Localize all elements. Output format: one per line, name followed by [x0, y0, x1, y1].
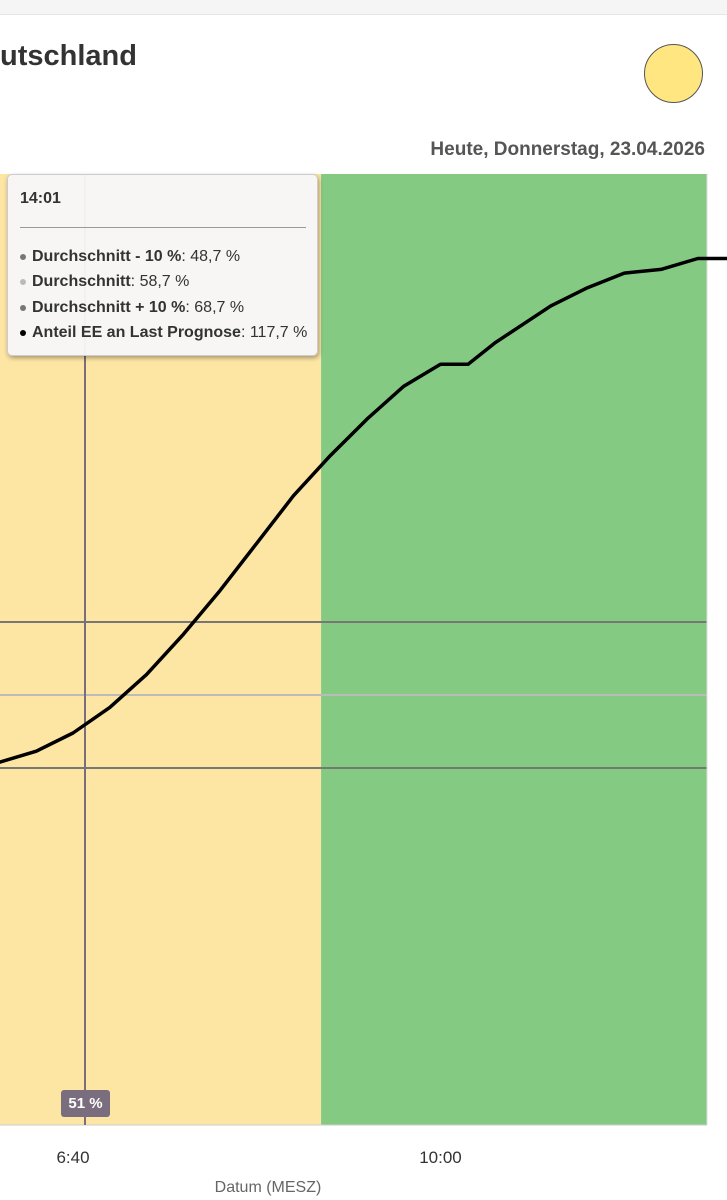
series-dot-icon	[20, 279, 26, 286]
tooltip-time: 14:01	[20, 190, 61, 207]
crosshair-value-badge: 51 %	[61, 1090, 110, 1117]
page-title: utschland	[0, 40, 137, 72]
top-rule	[0, 0, 727, 15]
reference-lines-layer	[0, 621, 707, 769]
tooltip-rows: Durchschnitt - 10 % : 48,7 % Durchschnit…	[20, 244, 307, 346]
tooltip-series-value: : 48,7 %	[181, 247, 241, 265]
tooltip-series-name: Anteil EE an Last Prognose	[32, 324, 241, 342]
band-high	[321, 174, 707, 1125]
sun-icon	[644, 44, 703, 103]
tooltip-row: Durchschnitt : 58,7 %	[20, 270, 307, 296]
series-dot-icon	[20, 253, 26, 260]
tooltip-series-name: Durchschnitt - 10 %	[32, 247, 182, 265]
date-label: Heute, Donnerstag, 23.04.2026	[430, 139, 705, 160]
tooltip: 14:01 Durchschnitt - 10 % : 48,7 % Durch…	[7, 174, 318, 356]
tooltip-row: Anteil EE an Last Prognose : 117,7 %	[20, 321, 307, 347]
x-tick-label: 6:40	[56, 1148, 89, 1167]
series-line-ee-share	[0, 256, 727, 764]
tooltip-series-value: : 117,7 %	[240, 324, 308, 342]
series-dot-icon	[20, 330, 26, 337]
tooltip-row: Durchschnitt - 10 % : 48,7 %	[20, 244, 307, 270]
tooltip-series-name: Durchschnitt + 10 %	[32, 298, 186, 316]
tooltip-divider	[20, 227, 306, 228]
x-axis-title: Datum (MESZ)	[215, 1179, 322, 1196]
tooltip-row: Durchschnitt + 10 % : 68,7 %	[20, 295, 307, 321]
tooltip-series-name: Durchschnitt	[32, 273, 131, 291]
series-dot-icon	[20, 304, 26, 311]
tooltip-series-value: : 68,7 %	[185, 298, 245, 316]
tooltip-series-value: : 58,7 %	[130, 273, 190, 291]
x-tick-label: 10:00	[419, 1148, 462, 1167]
